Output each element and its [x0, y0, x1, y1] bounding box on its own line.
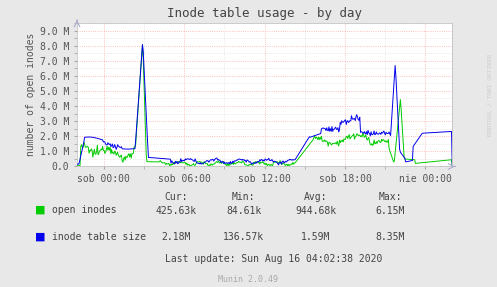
Text: 2.18M: 2.18M — [162, 232, 191, 242]
Text: Cur:: Cur: — [165, 192, 188, 201]
Text: Munin 2.0.49: Munin 2.0.49 — [219, 275, 278, 284]
Text: Avg:: Avg: — [304, 192, 328, 201]
Y-axis label: number of open inodes: number of open inodes — [26, 33, 36, 156]
Text: 425.63k: 425.63k — [156, 206, 197, 216]
Text: 84.61k: 84.61k — [226, 206, 261, 216]
Text: ■: ■ — [34, 205, 45, 214]
Text: open inodes: open inodes — [52, 205, 117, 214]
Text: Max:: Max: — [378, 192, 402, 201]
Text: ■: ■ — [34, 232, 45, 242]
Title: Inode table usage - by day: Inode table usage - by day — [167, 7, 362, 20]
Text: inode table size: inode table size — [52, 232, 146, 242]
Text: 8.35M: 8.35M — [375, 232, 405, 242]
Text: 6.15M: 6.15M — [375, 206, 405, 216]
Text: 944.68k: 944.68k — [295, 206, 336, 216]
Text: RRDTOOL / TOBI OETIKER: RRDTOOL / TOBI OETIKER — [487, 53, 492, 136]
Text: 136.57k: 136.57k — [223, 232, 264, 242]
Text: Min:: Min: — [232, 192, 255, 201]
Text: 1.59M: 1.59M — [301, 232, 331, 242]
Text: Last update: Sun Aug 16 04:02:38 2020: Last update: Sun Aug 16 04:02:38 2020 — [165, 254, 382, 264]
